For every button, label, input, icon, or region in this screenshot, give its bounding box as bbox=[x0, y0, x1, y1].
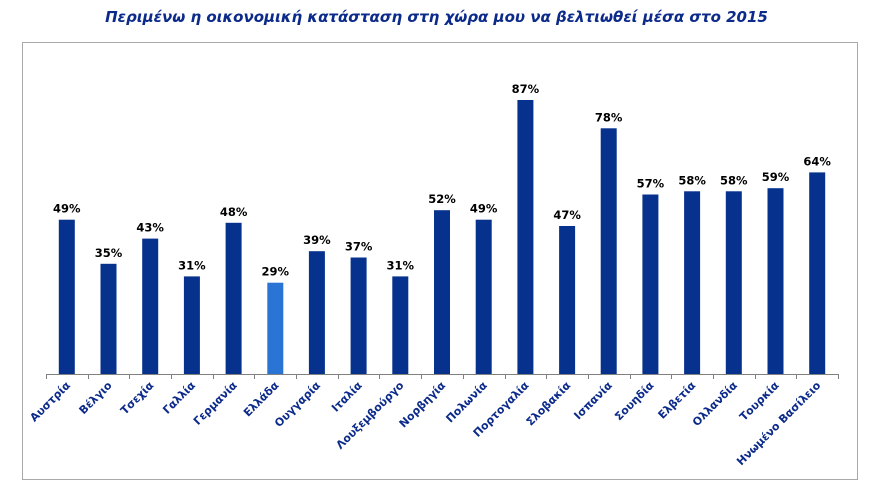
bar-7 bbox=[350, 257, 367, 374]
category-label-16: Ολλανδία bbox=[690, 379, 740, 429]
bar-8 bbox=[392, 276, 409, 374]
value-label-11: 87% bbox=[512, 82, 540, 96]
bar-0 bbox=[58, 219, 75, 374]
bar-10 bbox=[475, 219, 492, 374]
category-label-13: Ισπανία bbox=[572, 379, 616, 423]
chart-title: Περιμένω η οικονομική κατάσταση στη χώρα… bbox=[105, 8, 768, 26]
value-label-0: 49% bbox=[53, 202, 81, 216]
bar-3 bbox=[183, 276, 200, 374]
value-label-10: 49% bbox=[470, 202, 498, 216]
value-label-2: 43% bbox=[136, 221, 164, 235]
bar-1 bbox=[100, 263, 117, 374]
bar-15 bbox=[684, 191, 701, 374]
bar-17 bbox=[767, 188, 784, 374]
value-label-6: 39% bbox=[303, 233, 331, 247]
value-label-16: 58% bbox=[720, 173, 748, 187]
value-label-1: 35% bbox=[95, 246, 123, 260]
value-label-7: 37% bbox=[345, 240, 373, 254]
value-label-12: 47% bbox=[553, 208, 581, 222]
value-label-13: 78% bbox=[595, 110, 623, 124]
bar-16 bbox=[725, 191, 742, 374]
category-label-15: Ελβετία bbox=[656, 379, 699, 422]
category-label-2: Τσεχία bbox=[118, 379, 157, 418]
category-label-0: Αυστρία bbox=[27, 379, 73, 425]
value-label-9: 52% bbox=[428, 192, 456, 206]
bar-14 bbox=[642, 194, 659, 374]
value-label-14: 57% bbox=[637, 177, 665, 191]
bar-9 bbox=[434, 210, 450, 374]
category-label-3: Γαλλία bbox=[160, 379, 198, 417]
bar-5 bbox=[267, 282, 284, 374]
bar-18 bbox=[809, 172, 826, 374]
bar-13 bbox=[600, 128, 617, 374]
bar-11 bbox=[517, 100, 534, 374]
value-label-17: 59% bbox=[762, 170, 790, 184]
value-label-8: 31% bbox=[387, 258, 415, 272]
bar-4 bbox=[225, 222, 242, 374]
category-label-7: Ιταλία bbox=[329, 379, 365, 415]
value-label-3: 31% bbox=[178, 258, 206, 272]
category-label-5: Ελλάδα bbox=[241, 379, 282, 420]
category-label-18: Ηνωμένο Βασίλειο bbox=[734, 379, 823, 468]
value-label-4: 48% bbox=[220, 205, 248, 219]
value-label-5: 29% bbox=[262, 265, 290, 279]
category-label-6: Ουγγαρία bbox=[272, 379, 323, 430]
bar-6 bbox=[308, 251, 325, 374]
bar-12 bbox=[559, 226, 576, 374]
category-label-12: Σλοβακία bbox=[524, 379, 574, 429]
category-label-1: Βέλγιο bbox=[77, 379, 115, 417]
value-label-15: 58% bbox=[678, 173, 706, 187]
bar-2 bbox=[142, 238, 159, 374]
category-label-14: Σουηδία bbox=[612, 379, 657, 424]
value-label-18: 64% bbox=[803, 154, 831, 168]
category-label-4: Γερμανία bbox=[191, 379, 240, 428]
chart-frame bbox=[22, 42, 858, 480]
